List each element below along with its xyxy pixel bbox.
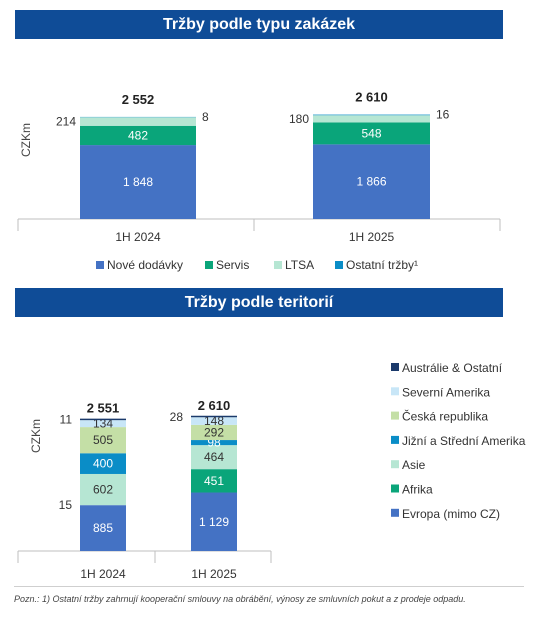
data-label-6-1: 28 [170, 410, 184, 424]
data-label-0-0: 1 848 [123, 175, 153, 189]
bar-5-0 [80, 420, 126, 428]
legend-swatch-2 [274, 261, 282, 269]
bar-0-1 [313, 144, 430, 219]
total-label-0: 2 552 [122, 92, 155, 107]
legend-label-0: Nové dodávky [107, 258, 183, 272]
data-label-0-1: 1 866 [356, 175, 386, 189]
data-label-1-1: 548 [361, 126, 381, 140]
legend-label-1: Servis [216, 258, 249, 272]
legend-label-2: Asie [402, 458, 426, 472]
x-tick-label-1: 1H 2025 [191, 567, 237, 581]
bar-1-1 [191, 469, 237, 493]
data-label-3-0: 8 [202, 110, 209, 124]
bar-0-1 [191, 492, 237, 551]
footnote-divider [14, 586, 524, 587]
bar-3-1 [313, 114, 430, 116]
legend-swatch-0 [96, 261, 104, 269]
legend-label-1: Afrika [402, 483, 433, 497]
legend-label-2: LTSA [285, 258, 314, 272]
data-label-2-0: 602 [93, 483, 113, 497]
x-tick-label-0: 1H 2024 [115, 230, 161, 244]
legend-swatch-3 [391, 435, 399, 444]
legend-swatch-1 [391, 484, 399, 493]
legend-swatch-6 [391, 363, 399, 371]
data-label-2-0: 214 [56, 115, 76, 129]
bar-2-1 [191, 445, 237, 470]
data-label-0-1: 1 129 [199, 515, 229, 529]
total-label-1: 2 610 [198, 398, 231, 413]
data-label-1-1: 451 [204, 474, 224, 488]
total-label-0: 2 551 [87, 401, 120, 416]
bar-1-1 [313, 122, 430, 145]
chart2-title: Tržby podle teritorií [15, 288, 503, 317]
y-axis-label: CZKm [29, 419, 43, 453]
footnote: Pozn.: 1) Ostatní tržby zahrnují koopera… [14, 594, 466, 604]
legend-swatch-0 [391, 508, 399, 517]
legend-label-4: Česká republika [402, 409, 488, 424]
bar-2-0 [80, 473, 126, 506]
data-label-4-1: 292 [204, 425, 224, 439]
legend-swatch-1 [205, 261, 213, 269]
x-tick-label-1: 1H 2025 [349, 230, 395, 244]
data-label-5-1: 148 [204, 414, 224, 428]
bar-4-1 [191, 424, 237, 441]
bar-3-1 [191, 440, 237, 446]
bar-5-1 [191, 417, 237, 425]
y-axis-label: CZKm [19, 123, 33, 157]
legend-label-3: Ostatní tržby¹ [346, 258, 418, 272]
bar-2-1 [313, 115, 430, 123]
bar-2-0 [80, 117, 196, 126]
legend-label-3: Jižní a Střední Amerika [402, 434, 526, 448]
legend-label-6: Austrálie & Ostatní [402, 361, 503, 375]
data-label-2-1: 464 [204, 450, 224, 464]
data-label-1-0: 482 [128, 128, 148, 142]
bar-0-0 [80, 505, 126, 551]
annotation-0: 15 [59, 498, 73, 512]
legend-label-5: Severní Amerika [402, 385, 490, 399]
bar-3-0 [80, 453, 126, 474]
bar-1-0 [80, 125, 196, 146]
data-label-0-0: 885 [93, 521, 113, 535]
chart1-title: Tržby podle typu zakázek [15, 10, 503, 39]
data-label-3-1: 16 [436, 108, 450, 122]
legend-swatch-2 [391, 460, 399, 469]
legend-swatch-5 [391, 387, 399, 396]
data-label-4-0: 505 [93, 433, 113, 447]
data-label-6-0: 11 [60, 413, 73, 427]
total-label-1: 2 610 [355, 90, 388, 105]
bar-0-0 [80, 145, 196, 219]
data-label-2-1: 180 [289, 112, 309, 126]
legend-label-0: Evropa (mimo CZ) [402, 507, 500, 521]
x-tick-label-0: 1H 2024 [80, 567, 126, 581]
bar-6-1 [191, 415, 237, 418]
bar-4-0 [80, 427, 126, 454]
chart1-plot: CZKm 1 848 482 214 8 2 552 1H 2024 1 866 548 180 1… [17, 90, 501, 272]
bar-6-0 [80, 418, 126, 421]
legend-swatch-3 [335, 261, 343, 269]
data-label-3-0: 400 [93, 457, 113, 471]
legend-swatch-4 [391, 411, 399, 420]
